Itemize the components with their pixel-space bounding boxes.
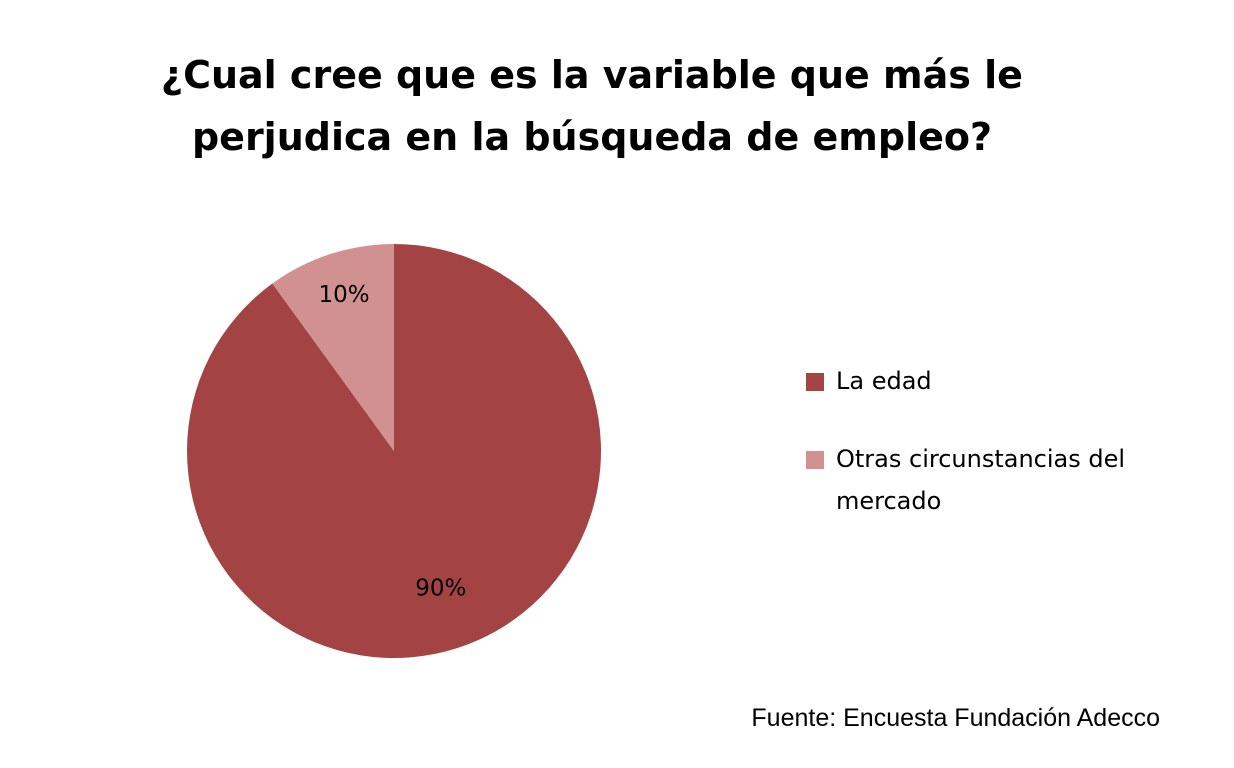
legend-item-otras-circunstancias: Otras circunstancias del mercado xyxy=(806,438,1166,522)
chart-title-line-2: perjudica en la búsqueda de empleo? xyxy=(191,115,993,159)
legend-swatch-la-edad xyxy=(806,373,824,391)
pie-slice-0 xyxy=(186,244,602,659)
pie-slice-1 xyxy=(272,244,394,451)
pie-label-1: 10% xyxy=(318,282,369,308)
chart-title: ¿Cual cree que es la variable que más le… xyxy=(0,44,1184,168)
legend-label-la-edad: La edad xyxy=(836,367,932,395)
pie-label-0: 90% xyxy=(415,575,466,601)
legend-swatch-otras-circunstancias xyxy=(806,451,824,469)
chart-title-line-1: ¿Cual cree que es la variable que más le xyxy=(161,53,1023,97)
source-note: Fuente: Encuesta Fundación Adecco xyxy=(751,704,1160,732)
legend-label-otras-circunstancias: Otras circunstancias del mercado xyxy=(836,445,1126,515)
legend-item-la-edad: La edad xyxy=(806,360,1166,402)
chart-legend: La edad Otras circunstancias del mercado xyxy=(806,360,1166,522)
